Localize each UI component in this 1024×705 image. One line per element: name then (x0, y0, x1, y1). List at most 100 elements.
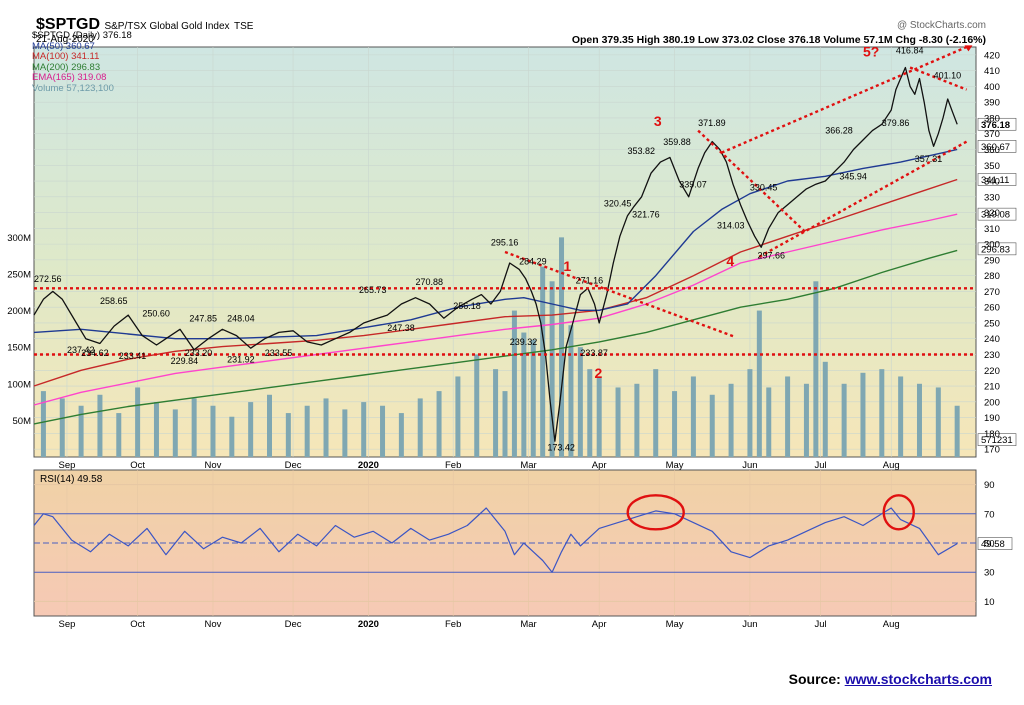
price-tick-label: 190 (984, 413, 1000, 424)
price-annotation: 271.16 (576, 276, 604, 286)
volume-bar (78, 405, 84, 457)
month-label: Aug (883, 460, 900, 471)
index-name: S&P/TSX Global Gold Index (104, 21, 230, 32)
volume-bar (803, 383, 809, 457)
month-label: Sep (59, 460, 76, 471)
month-label: Nov (205, 460, 222, 471)
month-label: Mar (520, 619, 536, 630)
chart-title: $SPTGD S&P/TSX Global Gold Index TSE (36, 16, 253, 34)
rsi-label: RSI(14) 49.58 (40, 474, 103, 485)
price-annotation: 320.45 (604, 198, 632, 208)
price-tick-label: 250 (984, 318, 1000, 329)
volume-bar (785, 376, 791, 457)
price-tick-label: 310 (984, 224, 1000, 235)
rsi-tick-label: 30 (984, 568, 995, 579)
price-annotation: 229.84 (171, 356, 199, 366)
month-label: Jun (742, 460, 757, 471)
trend-lines (34, 45, 976, 356)
wave-label: 2 (594, 365, 602, 381)
price-tick-label: 230 (984, 350, 1000, 361)
volume-tick-label: 100M (7, 379, 31, 390)
volume-bar (135, 387, 141, 457)
wave-label: 3 (654, 113, 662, 129)
price-annotation: 234.62 (81, 348, 109, 358)
ema165-line (33, 213, 958, 406)
price-annotation: 314.03 (717, 220, 745, 230)
symbol: $SPTGD (36, 16, 101, 33)
month-label: May (666, 460, 684, 471)
source-link[interactable]: www.stockcharts.com (844, 671, 992, 687)
volume-bar (304, 405, 310, 457)
volume-bar (380, 405, 386, 457)
source-prefix: Source: (788, 671, 841, 687)
price-tick-label: 330 (984, 192, 1000, 203)
volume-bar (361, 402, 367, 457)
volume-bar (879, 369, 885, 457)
price-annotation: 371.89 (698, 118, 726, 128)
volume-tick-label: 150M (7, 343, 31, 354)
volume-bar (436, 391, 442, 457)
volume-bar (813, 281, 819, 457)
volume-bar (615, 387, 621, 457)
price-annotation: 237.42 (67, 345, 95, 355)
price-annotation: 345.94 (839, 171, 867, 181)
volume-bar (323, 398, 329, 457)
right-tag-label: 360.67 (981, 142, 1010, 153)
volume-bar (653, 369, 659, 457)
wave-label: 4 (726, 253, 734, 269)
volume-bar (40, 391, 46, 457)
volume-bar (935, 387, 941, 457)
rsi-highlight-circle (626, 494, 685, 531)
volume-bar (540, 266, 546, 457)
legend-ma200: MA(200) 296.83 (32, 61, 101, 73)
trend-arrow (964, 45, 973, 52)
rsi-tick-label: 70 (984, 509, 995, 520)
month-label: 2020 (358, 460, 379, 471)
price-tick-label: 180 (984, 429, 1000, 440)
ohlc-summary: Open 379.35 High 380.19 Low 373.02 Close… (571, 34, 986, 46)
month-label: Oct (130, 460, 145, 471)
trend-line (504, 250, 737, 339)
rsi-tick-label: 50 (984, 539, 995, 550)
price-annotation: 247.85 (189, 313, 217, 323)
right-tag-box (977, 117, 1017, 131)
volume-tick-label: 50M (13, 416, 32, 427)
legend-volume: Volume 57,123,100 (32, 82, 114, 94)
price-annotation: 270.88 (416, 277, 444, 287)
month-label: Dec (285, 619, 302, 630)
month-label: Sep (59, 619, 76, 630)
price-tick-label: 360 (984, 145, 1000, 156)
price-annotation: 265.73 (359, 285, 387, 295)
price-annotation: 173.42 (547, 443, 575, 453)
right-tag-box (977, 173, 1017, 186)
month-label: Mar (520, 460, 536, 471)
price-tick-label: 400 (984, 82, 1000, 93)
price-tick-label: 300 (984, 240, 1000, 251)
volume-bar (285, 413, 291, 457)
price-annotation: 248.04 (227, 313, 255, 323)
month-label: Apr (592, 619, 607, 630)
volume-tick-label: 200M (7, 306, 31, 317)
price-annotation: 416.84 (896, 45, 924, 55)
trend-line (909, 66, 968, 91)
exchange: TSE (234, 21, 254, 32)
volume-tick-label: 250M (7, 269, 31, 280)
price-annotation: 366.28 (825, 126, 853, 136)
rsi-current-label: 49.58 (981, 539, 1005, 550)
volume-bar (59, 398, 65, 457)
rsi-current-box (977, 537, 1013, 550)
price-annotation: 284.29 (519, 257, 547, 267)
price-annotation: 258.65 (100, 296, 128, 306)
price-tick-label: 320 (984, 208, 1000, 219)
right-tag-box (977, 242, 1017, 256)
right-tag-box (977, 207, 1017, 221)
volume-bar (756, 310, 762, 457)
volume-bar (728, 383, 734, 457)
price-tick-label: 200 (984, 397, 1000, 408)
price-tick-label: 280 (984, 271, 1000, 282)
volume-bar (549, 281, 555, 457)
trend-line (697, 129, 808, 234)
legend-price: $SPTGD (Daily) 376.18 (32, 30, 132, 41)
rsi-grid (34, 470, 976, 616)
month-label: 2020 (358, 619, 379, 630)
